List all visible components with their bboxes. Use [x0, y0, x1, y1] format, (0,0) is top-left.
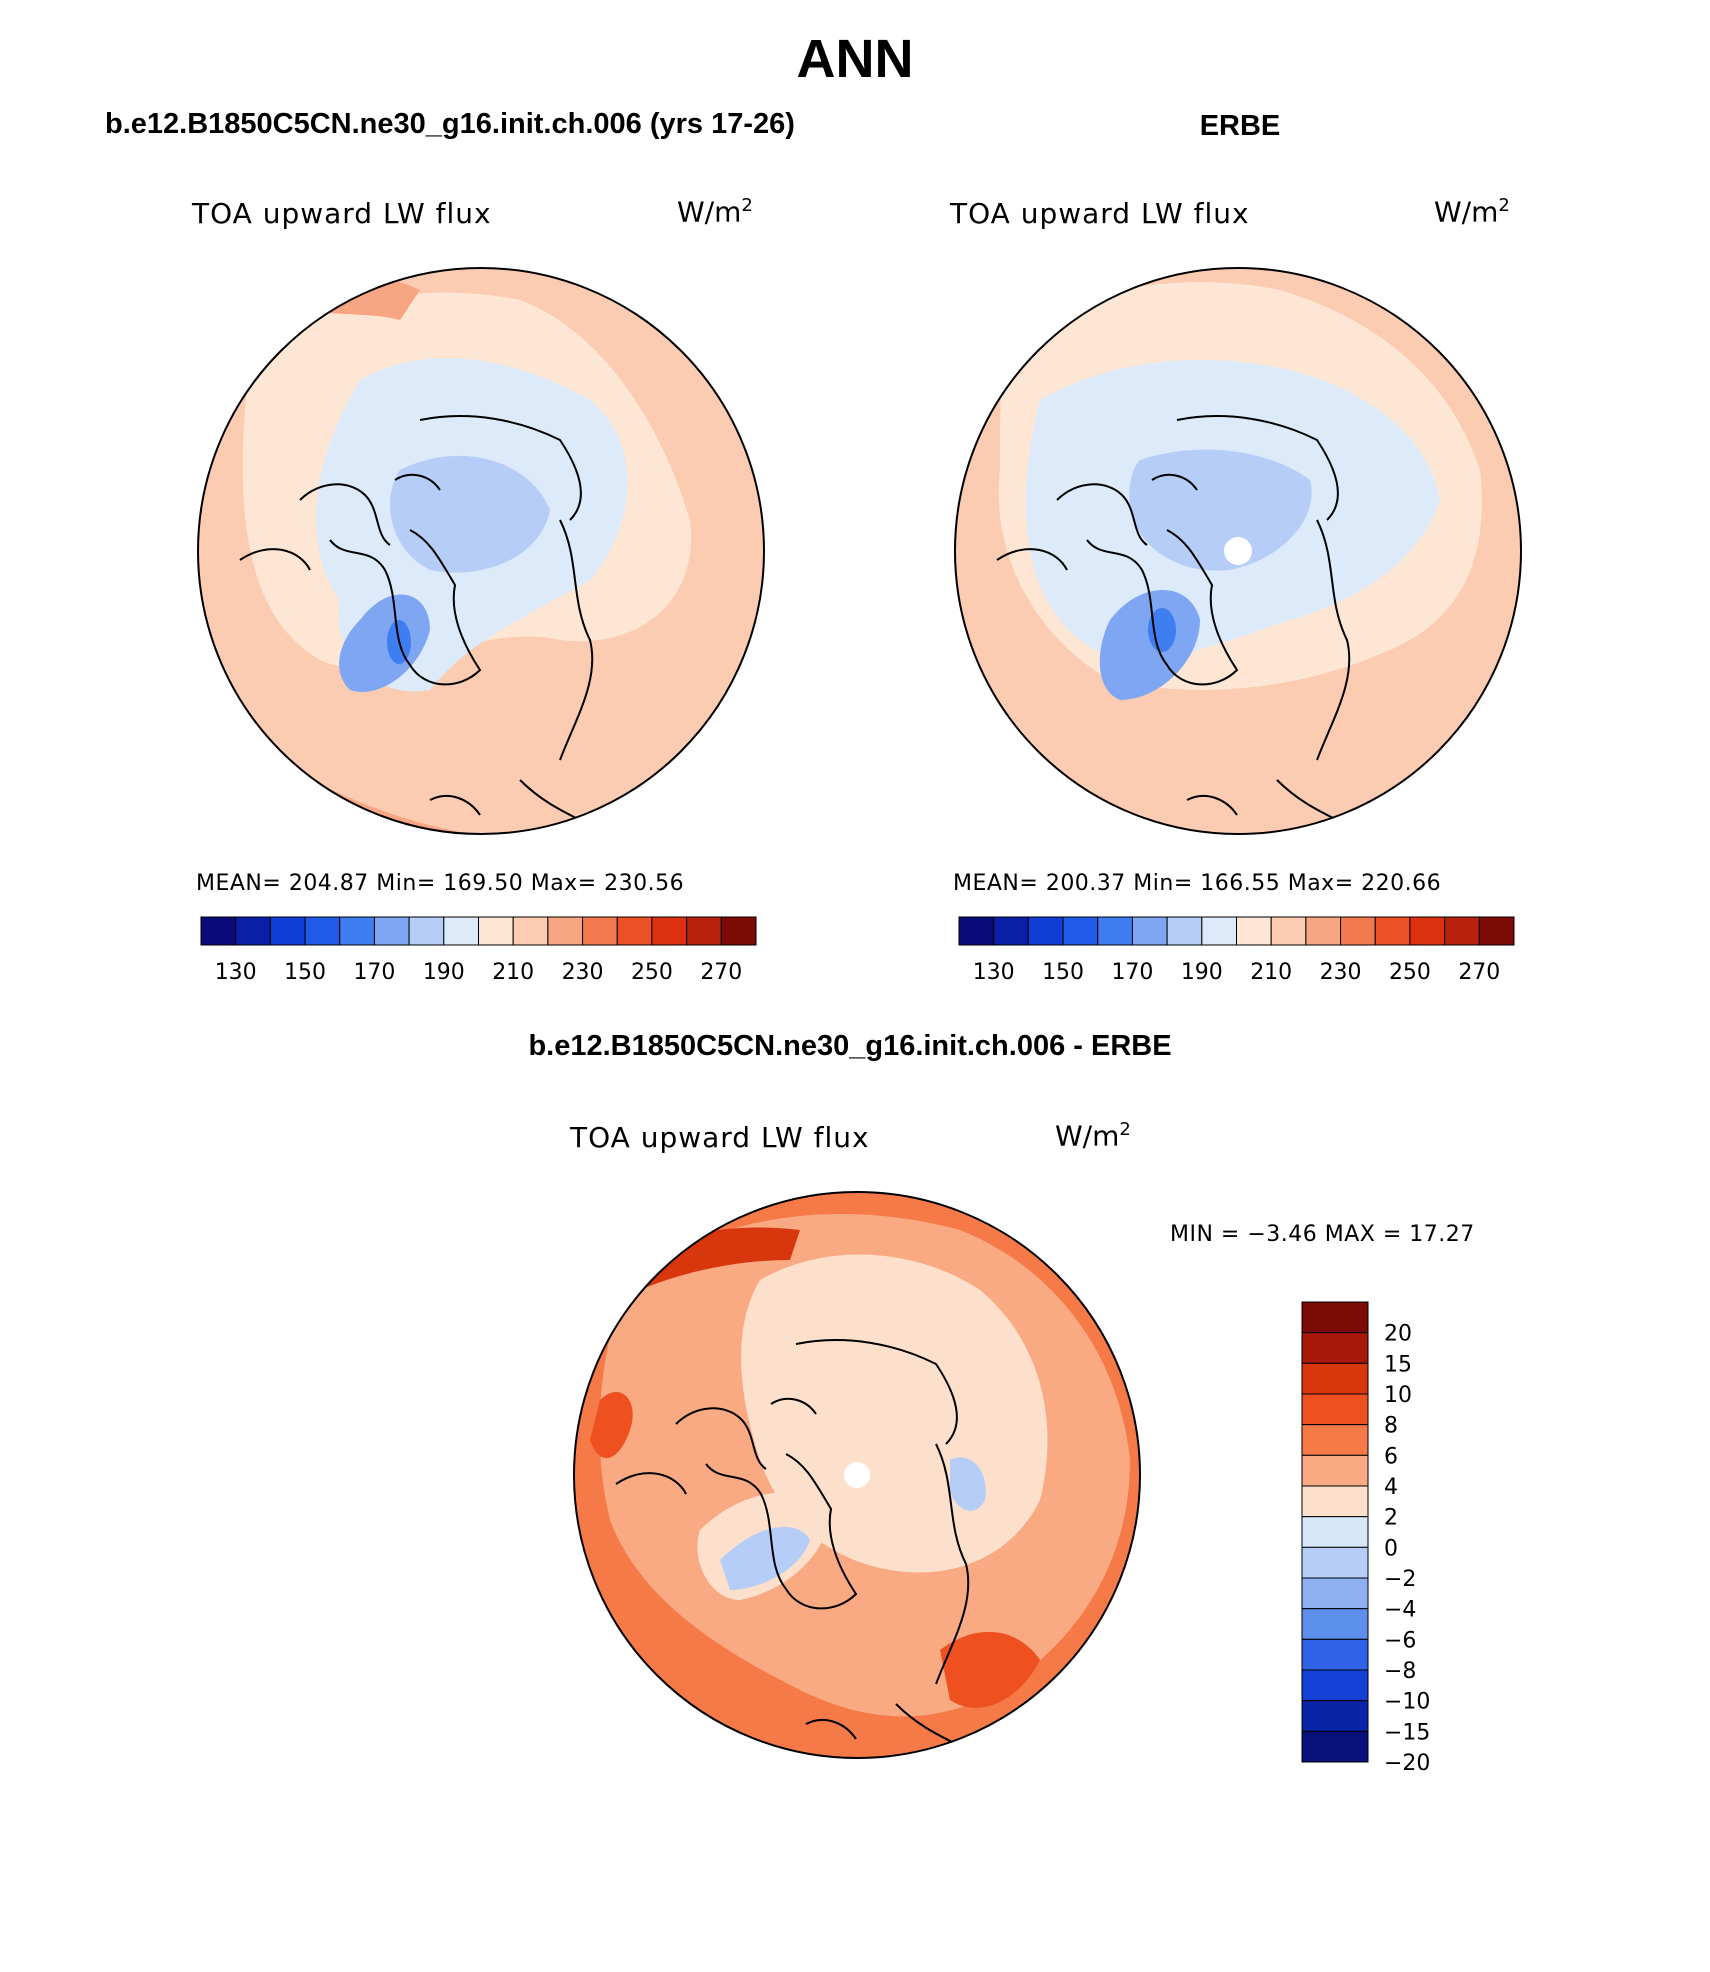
colorbar-swatch [1301, 1730, 1369, 1763]
colorbar-tick-label: 210 [492, 960, 534, 985]
figure-title: ANN [796, 29, 914, 89]
colorbar-swatch [1027, 916, 1064, 946]
colorbar-tick-label: 6 [1384, 1444, 1398, 1469]
colorbar-tick-label: 250 [631, 960, 673, 985]
erbe-units-label: W/m2 [1434, 195, 1510, 229]
model-polar-map [197, 267, 765, 835]
colorbar-swatch [1131, 916, 1168, 946]
difference-variable-label: TOA upward LW flux [570, 1121, 870, 1154]
colorbar-swatch [1374, 916, 1411, 946]
colorbar-swatch [1301, 1362, 1369, 1395]
colorbar-tick-label: 210 [1250, 960, 1292, 985]
colorbar-swatch [1301, 1332, 1369, 1364]
colorbar-swatch [1301, 1608, 1369, 1640]
colorbar-swatch [200, 916, 237, 946]
model-variable-label: TOA upward LW flux [192, 197, 492, 230]
colorbar-tick-label: 190 [1181, 960, 1223, 985]
difference-panel-title: b.e12.B1850C5CN.ne30_g16.init.ch.006 - E… [528, 1030, 1172, 1062]
difference-min-max-label: MIN = −3.46 MAX = 17.27 [1170, 1222, 1475, 1247]
colorbar-swatch [1166, 916, 1203, 946]
colorbar-swatch [339, 916, 375, 946]
colorbar-swatch [1301, 1424, 1369, 1456]
model-panel-title: b.e12.B1850C5CN.ne30_g16.init.ch.006 (yr… [105, 108, 795, 140]
colorbar-tick-label: 250 [1389, 960, 1431, 985]
colorbar-tick-label: −20 [1384, 1751, 1430, 1776]
colorbar-tick-label: 130 [215, 960, 257, 985]
colorbar-swatch [1301, 1516, 1369, 1548]
colorbar-swatch [720, 916, 757, 946]
colorbar-swatch [1301, 1700, 1369, 1732]
colorbar-swatch [443, 916, 479, 946]
colorbar-tick-label: 170 [1111, 960, 1153, 985]
colorbar-tick-label: 0 [1384, 1536, 1398, 1561]
colorbar-swatch [1340, 916, 1376, 946]
colorbar-tick-label: 10 [1384, 1383, 1412, 1408]
colorbar-erbe: 130 150 170 190 210 230 250 270 [958, 916, 1515, 985]
colorbar-tick-label: 130 [973, 960, 1015, 985]
colorbar-swatch [1301, 1577, 1369, 1610]
colorbar-swatch [1444, 916, 1480, 946]
colorbar-tick-label: 4 [1384, 1475, 1398, 1500]
colorbar-swatch [993, 916, 1029, 946]
model-stats-label: MEAN= 204.87 Min= 169.50 Max= 230.56 [196, 871, 685, 896]
colorbar-swatch [269, 916, 306, 946]
colorbar-tick-label: 170 [353, 960, 395, 985]
colorbar-swatch [616, 916, 653, 946]
colorbar-swatch [1270, 916, 1307, 946]
colorbar-tick-label: 15 [1384, 1352, 1412, 1377]
colorbar-tick-label: −15 [1384, 1720, 1430, 1745]
colorbar-swatch [1062, 916, 1099, 946]
colorbar-swatch [373, 916, 410, 946]
model-units-label: W/m2 [677, 195, 753, 229]
colorbar-tick-label: 190 [423, 960, 465, 985]
colorbar-swatch [408, 916, 445, 946]
erbe-variable-label: TOA upward LW flux [950, 197, 1250, 230]
erbe-polar-map [954, 267, 1522, 835]
colorbar-tick-label: −2 [1384, 1567, 1416, 1592]
colorbar-tick-label: −10 [1384, 1690, 1430, 1715]
colorbar-swatch [1305, 916, 1342, 946]
colorbar-swatch [1097, 916, 1133, 946]
colorbar-swatch [547, 916, 584, 946]
colorbar-swatch [304, 916, 341, 946]
colorbar-model: 130 150 170 190 210 230 250 270 [200, 916, 757, 985]
colorbar-swatch [1301, 1454, 1369, 1487]
colorbar-swatch [1478, 916, 1515, 946]
colorbar-tick-label: 8 [1384, 1414, 1398, 1439]
difference-units-label: W/m2 [1055, 1119, 1131, 1153]
colorbar-swatch [1301, 1546, 1369, 1579]
colorbar-tick-label: 150 [284, 960, 326, 985]
colorbar-swatch [1301, 1638, 1369, 1671]
colorbar-swatch [651, 916, 688, 946]
colorbar-tick-label: 270 [1458, 960, 1500, 985]
colorbar-swatch [1201, 916, 1237, 946]
colorbar-swatch [1301, 1393, 1369, 1426]
colorbar-swatch [686, 916, 722, 946]
obs-panel-title: ERBE [1199, 110, 1281, 142]
colorbar-swatch [512, 916, 549, 946]
colorbar-tick-label: −6 [1384, 1628, 1416, 1653]
colorbar-tick-label: 230 [1320, 960, 1362, 985]
colorbar-tick-label: 230 [562, 960, 604, 985]
colorbar-tick-label: −8 [1384, 1659, 1416, 1684]
colorbar-swatch [1301, 1669, 1369, 1702]
colorbar-swatch [1301, 1301, 1369, 1334]
colorbar-tick-label: 270 [700, 960, 742, 985]
colorbar-swatch [1236, 916, 1272, 946]
colorbar-swatch [478, 916, 514, 946]
colorbar-swatch [958, 916, 995, 946]
colorbar-tick-label: 2 [1384, 1506, 1398, 1531]
colorbar-swatch [1301, 1485, 1369, 1518]
erbe-stats-label: MEAN= 200.37 Min= 166.55 Max= 220.66 [953, 871, 1442, 896]
colorbar-swatch [582, 916, 618, 946]
difference-polar-map [573, 1191, 1141, 1759]
colorbar-swatch [235, 916, 271, 946]
colorbar-swatch [1409, 916, 1446, 946]
colorbar-tick-label: 20 [1384, 1322, 1412, 1347]
colorbar-tick-label: 150 [1042, 960, 1084, 985]
colorbar-tick-label: −4 [1384, 1598, 1416, 1623]
